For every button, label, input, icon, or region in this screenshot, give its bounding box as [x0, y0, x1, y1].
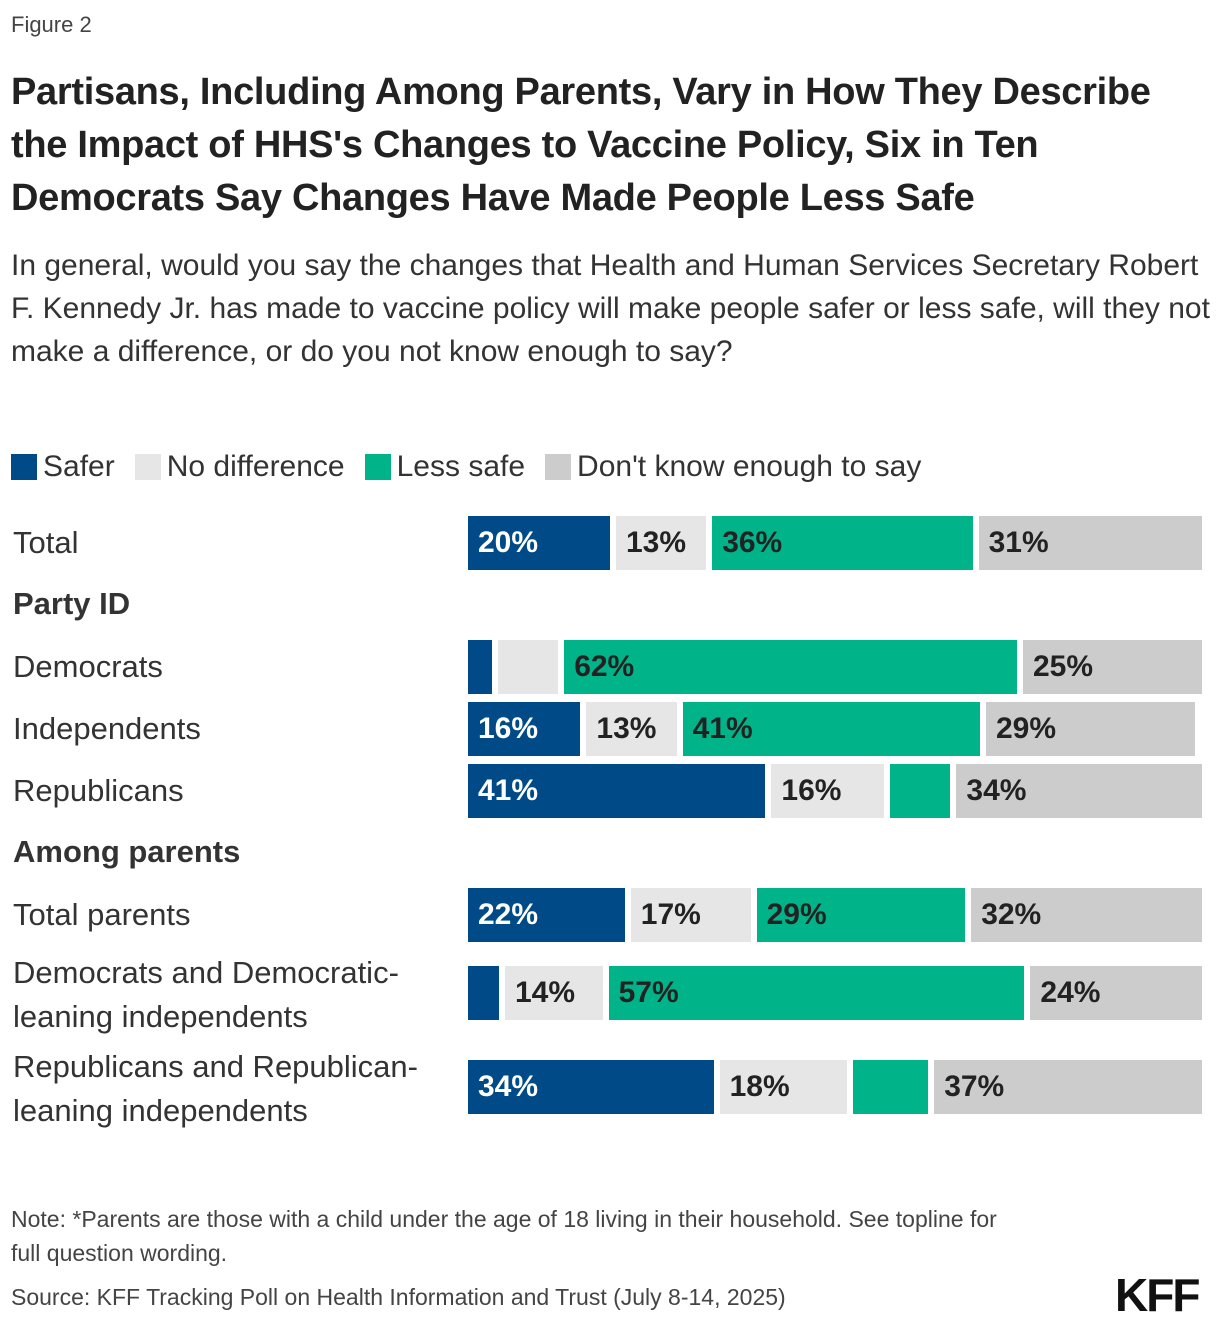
- bar-segment: [505, 966, 603, 1020]
- data-label: 29%: [766, 898, 827, 931]
- bar-segment: [616, 516, 707, 570]
- row-label: Democrats: [13, 649, 163, 684]
- bar-segment: [889, 764, 951, 818]
- data-label: 14%: [515, 976, 576, 1009]
- bar-segment: [712, 516, 973, 570]
- data-label: 16%: [781, 774, 842, 807]
- data-label: 57%: [618, 976, 679, 1009]
- row-label: Total parents: [13, 897, 191, 932]
- legend-item: Safer: [11, 450, 115, 484]
- row-label: Independents: [13, 711, 201, 746]
- legend-item: Don't know enough to say: [545, 450, 921, 484]
- bar-segment: [1030, 966, 1202, 1020]
- data-label: 25%: [1033, 650, 1094, 683]
- note: Note: *Parents are those with a child un…: [11, 1206, 997, 1266]
- data-label: 37%: [944, 1070, 1005, 1103]
- group-header: Party ID: [13, 586, 131, 621]
- data-label: 13%: [626, 526, 687, 559]
- bar-segment: [468, 640, 492, 694]
- bar-segment: [468, 516, 610, 570]
- row-label: Total: [13, 525, 79, 560]
- legend-label: No difference: [166, 450, 345, 483]
- legend-swatch: [364, 454, 391, 480]
- data-label: 62%: [574, 650, 635, 683]
- legend-item: No difference: [134, 450, 345, 484]
- bar-segment: [978, 516, 1202, 570]
- bar-segment: [971, 888, 1202, 942]
- bar-segment: [468, 1060, 714, 1114]
- legend-item: Less safe: [364, 450, 526, 484]
- group-header: Among parents: [13, 834, 241, 869]
- bar-segment: [608, 966, 1025, 1020]
- data-label: 16%: [478, 712, 539, 745]
- data-label: 31%: [988, 526, 1049, 559]
- data-label: 41%: [478, 774, 539, 807]
- legend-label: Less safe: [396, 450, 526, 483]
- data-label: 17%: [640, 898, 701, 931]
- legend-label: Safer: [43, 450, 115, 483]
- bar-segment: [986, 702, 1195, 756]
- bar-segment: [497, 640, 559, 694]
- bar-segment: [564, 640, 1017, 694]
- chart-title: Partisans, Including Among Parents, Vary…: [11, 71, 1151, 219]
- bar-segment: [682, 702, 980, 756]
- bar-segment: [956, 764, 1202, 818]
- legend-swatch: [545, 454, 572, 480]
- data-label: 18%: [729, 1070, 790, 1103]
- data-label: 34%: [478, 1070, 539, 1103]
- legend-label: Don't know enough to say: [577, 450, 922, 483]
- data-label: 36%: [722, 526, 783, 559]
- bar-segment: [468, 764, 766, 818]
- legend: Safer No difference Less safe Don't know en…: [11, 450, 941, 484]
- bar-segment: [468, 966, 499, 1020]
- legend-swatch: [11, 454, 37, 480]
- bar-segment: [852, 1060, 929, 1114]
- data-label: 22%: [478, 898, 539, 931]
- row-label: Democrats and Democratic-leaning indepen…: [13, 955, 399, 1034]
- data-label: 13%: [596, 712, 657, 745]
- bar-segment: [756, 888, 966, 942]
- data-label: 20%: [478, 526, 539, 559]
- chart-subtitle: In general, would you say the changes th…: [11, 249, 1210, 368]
- row-label: Republicans and Republican-leaning indep…: [13, 1049, 418, 1128]
- bar-segment: [630, 888, 751, 942]
- source: Source: KFF Tracking Poll on Health Info…: [11, 1284, 786, 1310]
- bar-segment: [1023, 640, 1202, 694]
- bar-segment: [934, 1060, 1202, 1114]
- row-label: Republicans: [13, 773, 184, 808]
- data-label: 24%: [1040, 976, 1101, 1009]
- bar-segment: [586, 702, 677, 756]
- bar-segment: [771, 764, 884, 818]
- data-label: 29%: [996, 712, 1057, 745]
- data-label: 41%: [692, 712, 753, 745]
- kff-logo: KFF: [1115, 1269, 1200, 1321]
- bar-segment: [468, 888, 625, 942]
- legend-swatch: [134, 454, 161, 480]
- data-label: 34%: [966, 774, 1027, 807]
- data-label: 32%: [981, 898, 1042, 931]
- bar-segment: [719, 1060, 847, 1114]
- figure-label: Figure 2: [11, 12, 92, 37]
- bar-segment: [468, 702, 581, 756]
